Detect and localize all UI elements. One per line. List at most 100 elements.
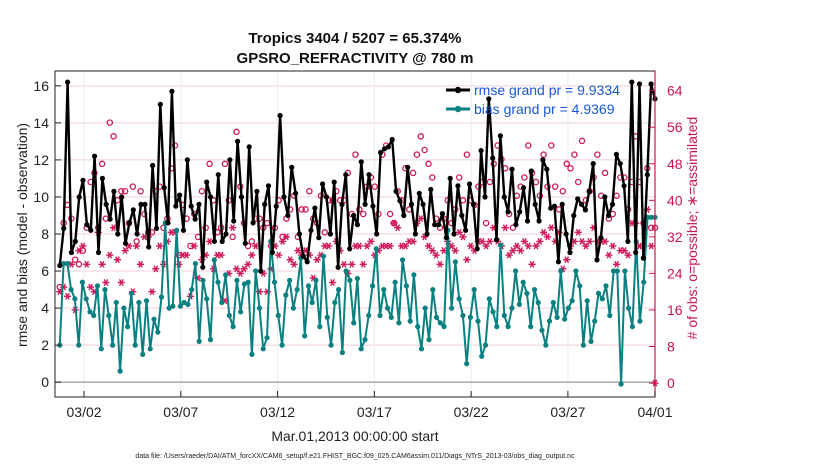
bias-point xyxy=(475,318,481,324)
assimilated-point xyxy=(386,242,394,250)
bias-point xyxy=(479,353,485,359)
rmse-point xyxy=(273,203,279,209)
rmse-point xyxy=(544,166,550,172)
possible-point xyxy=(532,178,540,186)
possible-point xyxy=(352,151,359,158)
rmse-point xyxy=(235,138,241,144)
possible-point xyxy=(263,219,271,227)
rmse-point xyxy=(509,166,515,172)
rmse-point xyxy=(231,218,237,224)
rmse-point xyxy=(370,203,376,209)
rmse-point xyxy=(327,231,333,237)
y2-tick-label: 24 xyxy=(667,265,683,281)
rmse-point xyxy=(300,253,306,259)
assimilated-point xyxy=(325,242,333,250)
possible-point xyxy=(521,174,528,181)
rmse-point xyxy=(80,177,86,183)
bias-point xyxy=(320,253,327,259)
assimilated-point xyxy=(436,260,444,268)
y-tick-label: 2 xyxy=(41,337,49,353)
assimilated-point xyxy=(152,265,160,273)
assimilated-point xyxy=(328,279,337,287)
rmse-point xyxy=(640,255,647,261)
possible-point xyxy=(613,192,620,199)
bias-point xyxy=(415,324,421,330)
bias-point xyxy=(377,312,383,319)
possible-point xyxy=(559,187,567,195)
bias-point xyxy=(573,268,579,274)
rmse-point xyxy=(420,201,426,207)
possible-point xyxy=(244,242,252,250)
rmse-point xyxy=(428,186,434,193)
rmse-point xyxy=(223,231,229,237)
possible-point xyxy=(540,151,547,158)
assimilated-point xyxy=(605,251,613,259)
rmse-point xyxy=(598,235,604,241)
bias-point xyxy=(336,287,342,293)
bias-point xyxy=(113,299,119,306)
possible-point xyxy=(206,160,213,168)
assimilated-point xyxy=(524,242,532,250)
rmse-point xyxy=(269,249,275,256)
rmse-point xyxy=(474,246,480,252)
rmse-point xyxy=(184,157,190,163)
bias-point xyxy=(305,283,312,289)
bias-point xyxy=(64,261,70,267)
bias-point xyxy=(91,312,97,319)
bias-point xyxy=(76,342,82,348)
rmse-point xyxy=(262,201,268,207)
bias-point xyxy=(362,337,368,343)
bias-point xyxy=(287,277,293,283)
rmse-point xyxy=(466,181,473,187)
rmse-point xyxy=(339,201,345,207)
rmse-point xyxy=(436,222,442,228)
rmse-point xyxy=(323,194,330,200)
bias-point xyxy=(343,268,349,274)
x-tick-label: 03/27 xyxy=(550,404,585,420)
rmse-point xyxy=(575,196,581,202)
rmse-point xyxy=(629,79,635,85)
rmse-point xyxy=(130,207,136,213)
bias-point xyxy=(558,268,564,274)
assimilated-point xyxy=(428,247,436,255)
bias-point xyxy=(577,283,583,289)
bias-point xyxy=(618,381,624,387)
bias-point xyxy=(136,299,142,306)
bias-point xyxy=(215,279,221,285)
possible-point xyxy=(71,256,79,263)
rmse-point xyxy=(602,194,608,200)
assimilated-point xyxy=(509,247,517,255)
assimilated-point xyxy=(75,247,83,255)
possible-point xyxy=(548,142,555,149)
assimilated-point xyxy=(117,279,125,287)
bias-point xyxy=(83,296,89,302)
assimilated-point xyxy=(463,256,471,264)
rmse-point xyxy=(192,216,198,222)
assimilated-point xyxy=(282,233,290,241)
bias-point xyxy=(211,257,217,263)
rmse-point xyxy=(606,212,612,219)
bias-point xyxy=(441,324,447,330)
data-layer xyxy=(56,79,659,387)
x-tick-label: 03/02 xyxy=(67,404,102,420)
bias-point xyxy=(430,287,436,293)
possible-point xyxy=(229,233,236,241)
y2-tick-label: 8 xyxy=(667,339,675,355)
bias-point xyxy=(260,346,266,352)
bias-point xyxy=(290,305,296,311)
bias-point xyxy=(271,279,278,285)
possible-point xyxy=(567,165,574,172)
rmse-point xyxy=(146,244,152,250)
x-tick-label: 03/17 xyxy=(357,404,392,420)
bias-point xyxy=(369,283,376,289)
assimilated-point xyxy=(252,242,260,250)
bias-point xyxy=(94,283,101,289)
bias-point xyxy=(302,333,308,339)
possible-point xyxy=(198,187,206,195)
rmse-point xyxy=(412,231,418,237)
assimilated-point xyxy=(63,292,72,300)
bias-point xyxy=(569,298,575,304)
bias-point xyxy=(490,309,496,315)
